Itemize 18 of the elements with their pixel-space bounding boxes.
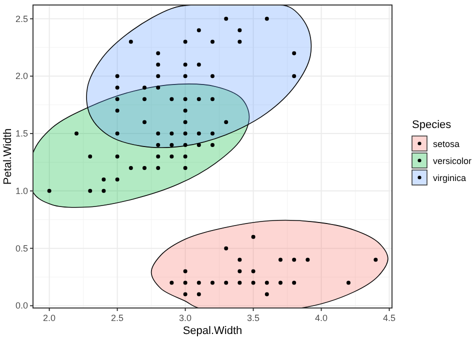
legend-label: versicolor xyxy=(433,156,472,166)
x-tick-label: 4.0 xyxy=(315,313,328,323)
y-tick-label: 1.5 xyxy=(15,128,28,139)
x-tick-label: 2.5 xyxy=(111,313,124,323)
y-axis-title: Petal.Width xyxy=(2,128,14,185)
y-tick-label: 0.0 xyxy=(15,300,28,311)
x-tick-label: 3.5 xyxy=(247,313,260,323)
y-tick-label: 2.0 xyxy=(15,71,28,82)
y-tick-label: 0.5 xyxy=(15,243,28,254)
x-tick-label: 4.5 xyxy=(383,313,396,323)
y-tick-label: 2.5 xyxy=(15,14,28,24)
legend-label: virginica xyxy=(433,173,466,183)
legend-label: setosa xyxy=(433,139,460,149)
x-tick-label: 3.0 xyxy=(179,313,192,323)
x-axis-title: Sepal.Width xyxy=(182,325,242,337)
x-tick-label: 2.0 xyxy=(43,313,56,323)
legend-title: Species xyxy=(412,119,452,131)
y-tick-label: 1.0 xyxy=(15,186,28,196)
